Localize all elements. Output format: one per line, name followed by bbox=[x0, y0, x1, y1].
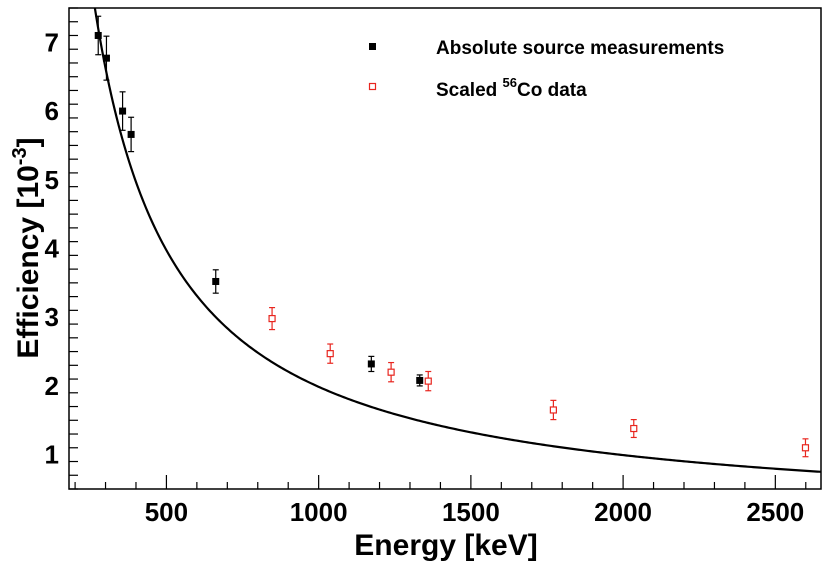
x-tick-label: 2000 bbox=[594, 497, 652, 527]
y-tick-label: 7 bbox=[45, 27, 59, 57]
x-tick-label: 1000 bbox=[290, 497, 348, 527]
data-point-scaled bbox=[801, 444, 810, 452]
y-tick-labels: 1 2 3 4 5 6 7 bbox=[45, 27, 60, 469]
data-point-absolute bbox=[212, 277, 220, 285]
data-point-absolute bbox=[367, 360, 375, 368]
y-tick-label: 6 bbox=[45, 96, 59, 126]
fit-curve-layer bbox=[93, 8, 821, 473]
y-axis-title-main: Efficiency [10 bbox=[12, 165, 45, 358]
y-axis-title: Efficiency [10-3] bbox=[9, 137, 45, 358]
data-point-absolute bbox=[102, 54, 110, 62]
y-axis-title-close: ] bbox=[12, 137, 45, 147]
fit-curve bbox=[93, 8, 821, 473]
axis-ticks bbox=[69, 7, 807, 490]
y-tick-label: 3 bbox=[45, 302, 59, 332]
legend-label-absolute: Absolute source measurements bbox=[436, 38, 724, 59]
data-point-scaled bbox=[326, 350, 334, 358]
data-point-absolute bbox=[119, 107, 127, 115]
data-points bbox=[94, 15, 810, 458]
y-tick-label: 5 bbox=[45, 165, 59, 195]
data-point-scaled bbox=[630, 424, 638, 433]
plot-frame bbox=[68, 7, 822, 490]
legend-marker-scaled bbox=[368, 82, 377, 91]
data-point-scaled bbox=[549, 406, 557, 414]
y-tick-label: 1 bbox=[45, 440, 59, 470]
legend-marker-absolute bbox=[369, 43, 376, 50]
x-tick-labels: 500 1000 1500 2000 2500 bbox=[145, 497, 805, 527]
legend-label-scaled: Scaled 56Co data bbox=[436, 75, 587, 101]
data-point-absolute bbox=[94, 31, 102, 39]
data-point-absolute bbox=[416, 376, 424, 384]
legend: Absolute source measurements Scaled 56Co… bbox=[368, 38, 724, 101]
data-point-scaled bbox=[424, 377, 432, 385]
y-tick-label: 2 bbox=[45, 371, 59, 401]
x-tick-label: 2500 bbox=[746, 497, 804, 527]
legend-label-scaled-suffix: Co data bbox=[517, 80, 587, 101]
data-point-scaled bbox=[387, 368, 395, 376]
y-tick-label: 4 bbox=[45, 234, 60, 264]
data-point-scaled bbox=[268, 314, 276, 323]
y-axis-title-exponent: -3 bbox=[9, 147, 31, 165]
x-tick-label: 1500 bbox=[442, 497, 500, 527]
legend-label-scaled-sup: 56 bbox=[503, 75, 517, 90]
legend-label-scaled-prefix: Scaled bbox=[436, 80, 503, 101]
x-tick-label: 500 bbox=[145, 497, 188, 527]
x-axis-title: Energy [keV] bbox=[354, 529, 537, 562]
data-point-absolute bbox=[127, 130, 135, 138]
